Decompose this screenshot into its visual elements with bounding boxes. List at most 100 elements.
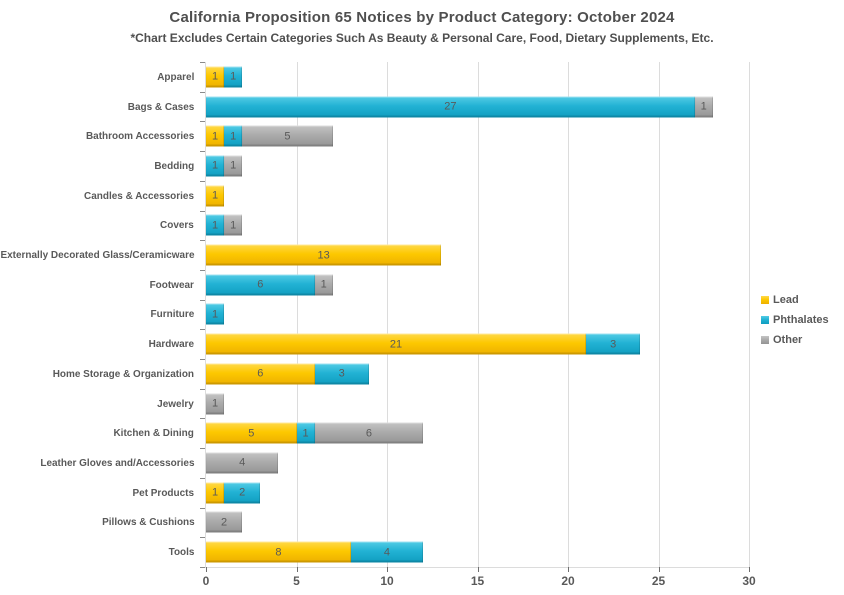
category-label-row: Covers: [0, 211, 199, 241]
bar-segment-lead: 8: [206, 541, 351, 563]
bar-row: 2: [206, 508, 749, 538]
stacked-bar: 1: [206, 393, 225, 415]
x-axis-tick-label: 30: [742, 574, 756, 588]
gridline: [387, 62, 388, 567]
bar-row: 5 1 6: [206, 418, 749, 448]
category-label: Apparel: [157, 70, 195, 83]
stacked-bar: 21 3: [206, 333, 641, 355]
stacked-bar: 5 1 6: [206, 422, 424, 444]
category-axis-labels: Apparel Bags & Cases Bathroom Accessories B…: [0, 62, 199, 567]
category-label: Hardware: [148, 338, 195, 351]
bar-value-label: 21: [389, 338, 403, 351]
bar-value-label: 1: [211, 397, 219, 410]
y-axis-tick: [200, 180, 205, 182]
category-label: Kitchen & Dining: [113, 427, 195, 440]
category-label-row: Home Storage & Organization: [0, 359, 199, 389]
bar-value-label: 1: [211, 189, 219, 202]
y-axis-tick: [200, 388, 205, 390]
x-axis-tick-label: 25: [651, 574, 666, 588]
y-axis-tick: [200, 121, 205, 123]
category-label-row: Apparel: [0, 62, 199, 92]
x-axis-tick-label: 10: [380, 574, 394, 588]
bar-value-label: 13: [317, 249, 330, 262]
category-label-row: Bags & Cases: [0, 92, 199, 122]
bar-segment-phthalates: 2: [224, 482, 261, 504]
category-label-row: Externally Decorated Glass/Ceramicware: [0, 240, 199, 270]
stacked-bar: 27 1: [206, 96, 713, 118]
y-axis-tick: [200, 210, 205, 212]
bar-segment-lead: 21: [206, 333, 587, 355]
legend-item-other: Other: [761, 334, 829, 346]
bar-segment-lead: 13: [206, 244, 442, 266]
category-label: Bedding: [154, 159, 195, 172]
bar-value-label: 5: [248, 427, 255, 440]
bar-segment-phthalates: 1: [206, 214, 225, 236]
bar-value-label: 1: [211, 486, 219, 499]
legend-item-lead: Lead: [761, 294, 829, 306]
category-label-row: Bathroom Accessories: [0, 121, 199, 151]
category-label: Bathroom Accessories: [85, 130, 195, 143]
category-label: Furniture: [150, 308, 195, 321]
category-label: Tools: [168, 546, 195, 559]
category-label: Externally Decorated Glass/Ceramicware: [0, 249, 195, 262]
bar-value-label: 1: [230, 159, 237, 172]
y-axis-tick: [200, 537, 205, 539]
bar-segment-lead: 1: [206, 482, 225, 504]
category-label: Candles & Accessories: [84, 189, 195, 202]
stacked-bar: 4: [206, 452, 279, 474]
bar-row: 21 3: [206, 329, 749, 359]
x-axis-tick: [568, 567, 569, 572]
y-axis-tick: [200, 151, 205, 153]
y-axis-tick: [200, 240, 205, 242]
bar-value-label: 1: [302, 427, 309, 440]
bar-value-label: 4: [239, 456, 246, 469]
bar-value-label: 2: [221, 516, 228, 529]
bar-value-label: 8: [275, 546, 282, 559]
bar-segment-lead: 5: [206, 422, 297, 444]
gridline: [477, 62, 479, 567]
stacked-bar: 13: [206, 244, 442, 266]
y-axis-tick: [200, 269, 205, 271]
y-axis-tick: [200, 62, 205, 63]
bar-value-label: 6: [365, 427, 372, 440]
category-label: Leather Gloves and/Accessories: [40, 456, 195, 469]
category-label-row: Hardware: [0, 329, 199, 359]
bar-value-label: 1: [230, 70, 237, 83]
bar-value-label: 1: [211, 308, 219, 321]
bar-value-label: 1: [230, 130, 237, 143]
bar-row: 1: [206, 181, 749, 211]
legend-label-other: Other: [773, 334, 803, 346]
bar-value-label: 6: [257, 367, 264, 380]
y-axis-tick: [200, 567, 205, 568]
x-axis-tick: [296, 567, 298, 572]
bar-value-label: 1: [211, 130, 219, 143]
bar-segment-phthalates: 1: [206, 155, 225, 177]
x-axis-tick-label: 20: [561, 574, 575, 588]
bar-segment-phthalates: 27: [206, 96, 695, 118]
x-axis-tick: [658, 567, 660, 572]
category-label-row: Candles & Accessories: [0, 181, 199, 211]
category-label-row: Pet Products: [0, 478, 199, 508]
bar-value-label: 1: [211, 159, 219, 172]
other-swatch-icon: [761, 336, 769, 344]
bar-segment-other: 6: [314, 422, 424, 444]
bar-segment-lead: 6: [206, 363, 315, 385]
y-axis-tick: [200, 329, 205, 331]
bar-segment-phthalates: 6: [206, 274, 315, 296]
bar-row: 1: [206, 300, 749, 330]
bar-segment-phthalates: 4: [350, 541, 424, 563]
x-axis-tick-label: 5: [293, 574, 300, 588]
legend-item-phthalates: Phthalates: [761, 314, 829, 326]
category-label: Bags & Cases: [127, 100, 195, 113]
